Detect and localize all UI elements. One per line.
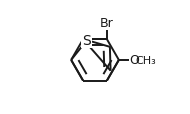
Text: Br: Br [100,17,114,30]
Text: S: S [83,34,91,48]
Text: O: O [129,54,139,67]
Text: CH₃: CH₃ [136,55,156,65]
